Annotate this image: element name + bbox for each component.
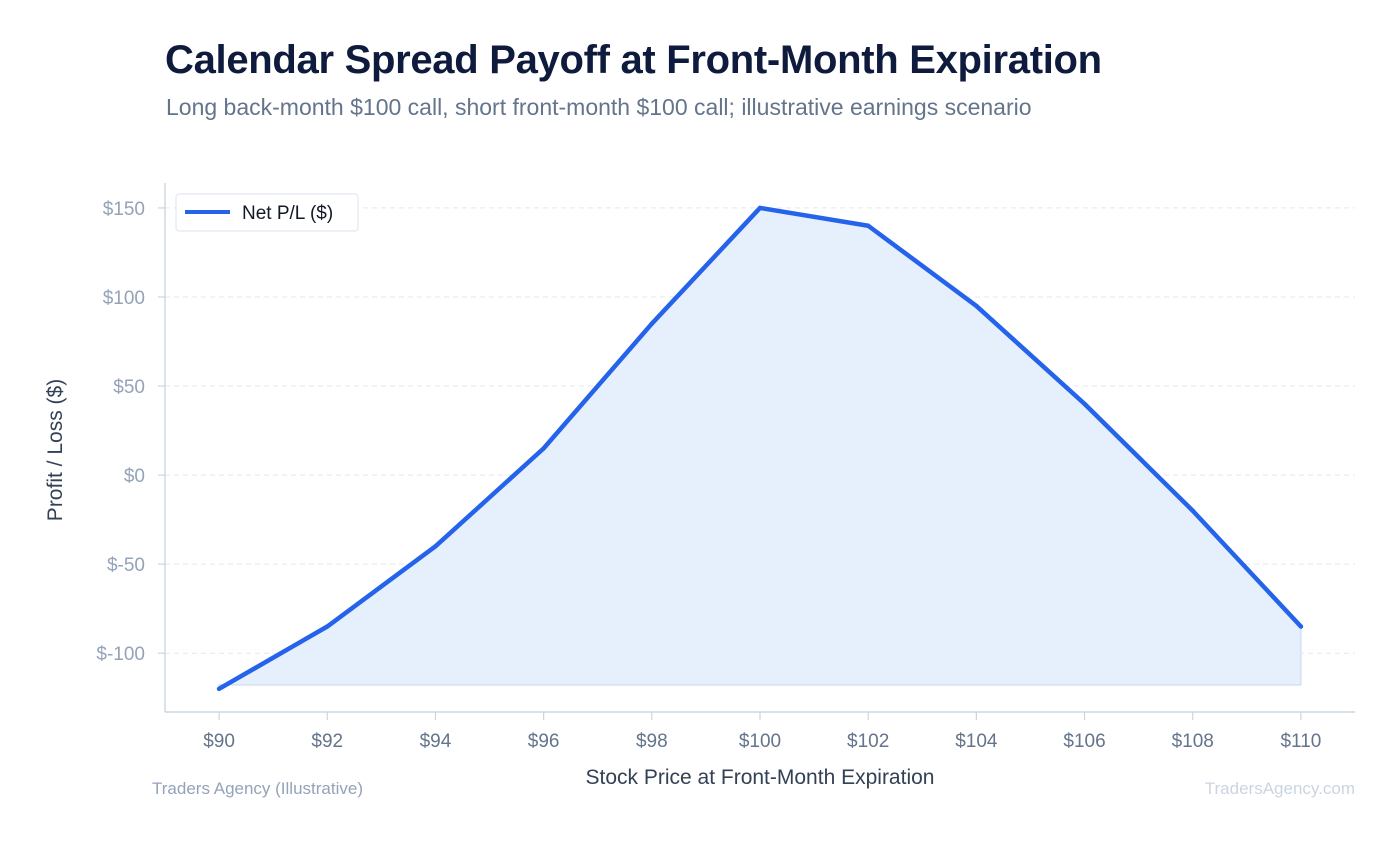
x-tick-label: $100 <box>739 731 781 752</box>
data-point <box>325 624 330 629</box>
legend: Net P/L ($) <box>175 193 359 232</box>
chart-subtitle: Long back-month $100 call, short front-m… <box>166 94 1032 120</box>
data-point <box>865 223 871 228</box>
area-layer <box>218 207 1302 691</box>
source-note: Traders Agency (Illustrative) <box>152 779 363 798</box>
legend-box <box>175 193 359 232</box>
y-axis-label: Profit / Loss ($) <box>44 379 67 521</box>
x-tick-label: $98 <box>636 731 668 752</box>
data-point <box>433 544 438 549</box>
x-tick-label: $92 <box>311 731 343 752</box>
data-point <box>757 205 763 211</box>
x-tick-label: $90 <box>203 731 235 752</box>
y-tick-label: $100 <box>103 288 145 309</box>
data-point <box>1082 401 1087 407</box>
series-line-layer <box>216 205 1304 692</box>
data-point <box>974 303 979 309</box>
x-tick-label: $108 <box>1172 731 1214 752</box>
x-tick-label: $102 <box>847 731 889 752</box>
data-point <box>541 446 546 451</box>
series-area <box>218 207 1302 691</box>
y-tick-label: $-50 <box>107 555 145 576</box>
data-point <box>216 686 222 692</box>
data-point <box>1298 624 1304 629</box>
data-point <box>649 321 655 326</box>
x-tick-label: $94 <box>420 731 452 752</box>
x-tick-label: $104 <box>955 731 998 752</box>
y-tick-label: $0 <box>124 466 145 487</box>
tick-labels: $-100 $-50 $0 $50 $100 $150 $90 $92 $94 $96 $98 $10… <box>96 199 1321 752</box>
x-tick-label: $106 <box>1063 731 1105 752</box>
axes <box>158 183 1355 720</box>
x-tick-label: $110 <box>1280 731 1321 752</box>
y-tick-label: $150 <box>103 199 145 220</box>
x-tick-label: $96 <box>528 731 560 752</box>
watermark: TradersAgency.com <box>1204 779 1355 798</box>
x-axis-label: Stock Price at Front-Month Expiration <box>586 766 935 789</box>
chart-title: Calendar Spread Payoff at Front-Month Ex… <box>165 38 1102 82</box>
legend-label: Net P/L ($) <box>242 203 333 224</box>
y-tick-label: $-100 <box>96 644 145 665</box>
data-point <box>1190 508 1195 513</box>
y-tick-label: $50 <box>113 377 145 398</box>
